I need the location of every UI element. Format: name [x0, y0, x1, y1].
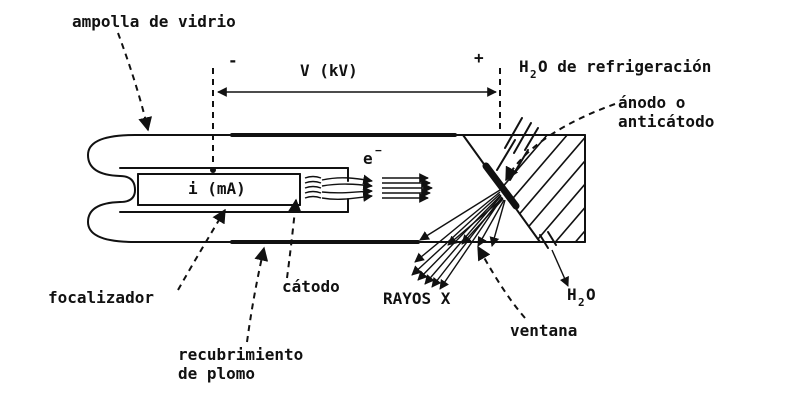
label-voltage: V (kV): [300, 61, 358, 80]
label-electron-sup: −: [375, 144, 382, 157]
lead-coating: [230, 133, 457, 244]
label-catodo: cátodo: [282, 277, 340, 296]
glass-envelope: [87, 134, 586, 243]
label-current: i (mA): [188, 179, 246, 198]
water-outlet-arrow: [551, 249, 569, 287]
label-plus: +: [474, 48, 484, 67]
label-anodo-1: ánodo o: [618, 93, 685, 112]
label-water-out-sub: 2: [578, 296, 585, 309]
label-plomo-2: de plomo: [178, 364, 255, 383]
cathode-assembly: [119, 167, 349, 213]
voltage-indicator: [210, 68, 501, 173]
xray-rays: [411, 189, 506, 290]
label-minus: -: [228, 51, 238, 70]
electron-beam: [321, 173, 433, 203]
label-electron: e: [363, 149, 373, 168]
anode: [462, 134, 585, 243]
leader-lines: [117, 32, 616, 343]
label-rayos: RAYOS X: [383, 289, 451, 308]
filament-coil: [304, 175, 322, 199]
label-ventana: ventana: [510, 321, 577, 340]
label-water-out-rest: O: [586, 285, 596, 304]
label-water-out-h: H: [567, 285, 577, 304]
label-water-in-h: H: [519, 57, 529, 76]
label-water-in-rest: O de refrigeración: [538, 57, 711, 76]
label-anodo-2: anticátodo: [618, 112, 714, 131]
label-ampolla: ampolla de vidrio: [72, 12, 236, 31]
label-water-in-sub: 2: [530, 68, 537, 81]
label-focalizador: focalizador: [48, 288, 154, 307]
label-plomo-1: recubrimiento: [178, 345, 303, 364]
